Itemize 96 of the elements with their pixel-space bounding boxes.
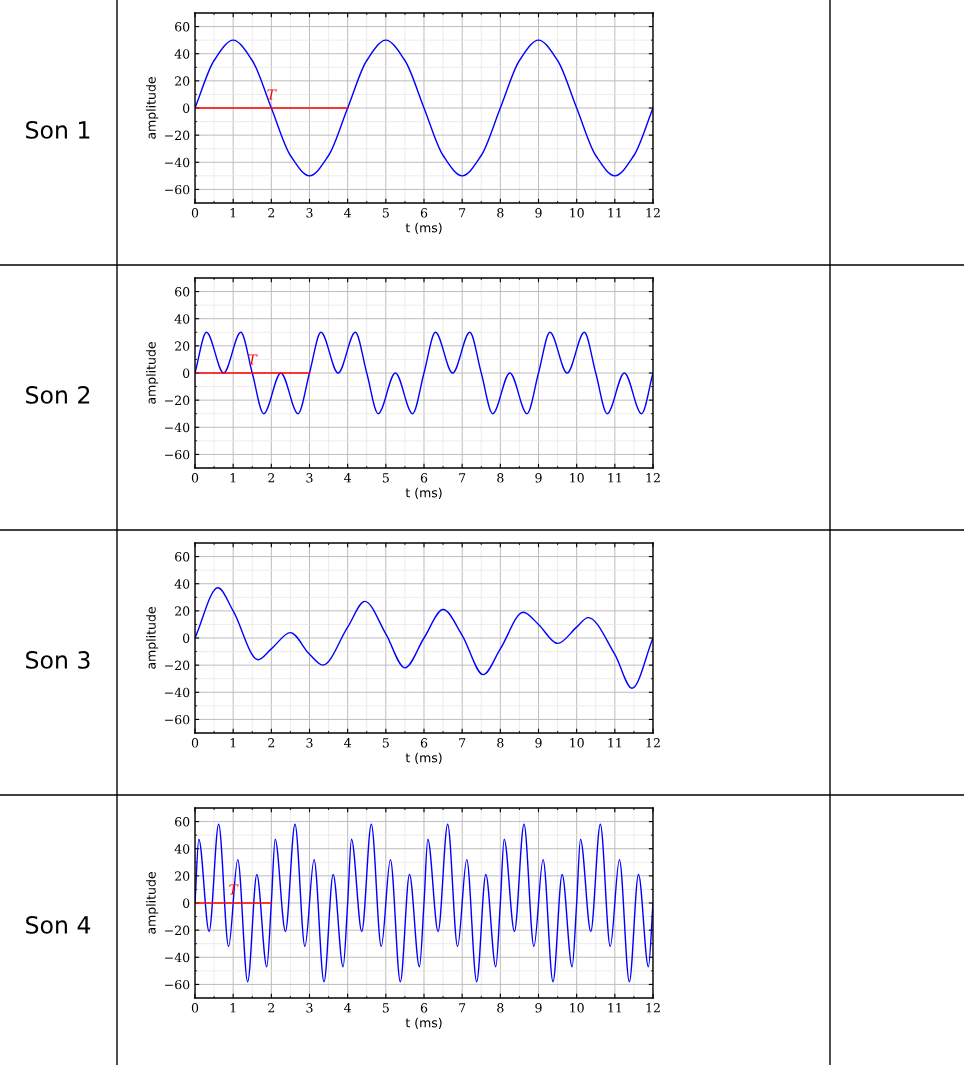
y-tick-label: 60 — [175, 817, 190, 827]
x-tick-label: 8 — [497, 473, 504, 483]
x-tick-label: 8 — [497, 1003, 504, 1013]
y-tick-label: −60 — [165, 979, 190, 990]
x-tick-label: 12 — [646, 473, 660, 483]
x-tick-label: 1 — [230, 1003, 236, 1013]
x-tick-label: 9 — [535, 1003, 542, 1013]
x-tick-label: 5 — [382, 208, 389, 218]
y-tick-label: 20 — [175, 76, 190, 86]
y-tick-label: −40 — [165, 687, 190, 698]
y-tick-label: 40 — [174, 579, 190, 589]
y-tick-label: 60 — [175, 22, 190, 32]
x-tick-label: 6 — [420, 1003, 428, 1013]
y-tick-label: −20 — [165, 395, 190, 406]
y-tick-label: 20 — [175, 606, 190, 616]
x-tick-label: 0 — [191, 1003, 199, 1013]
x-tick-label: 3 — [306, 473, 313, 483]
line-series — [195, 39, 653, 177]
x-axis-title: t (ms) — [405, 1017, 442, 1029]
x-tick-label: 12 — [646, 1003, 660, 1013]
y-tick-label: 40 — [174, 49, 190, 59]
x-tick-label: 7 — [459, 738, 466, 748]
y-tick-label: −40 — [165, 157, 190, 168]
x-tick-label: 0 — [191, 473, 199, 483]
x-tick-label: 8 — [497, 208, 504, 218]
y-tick-label: −40 — [165, 952, 190, 963]
y-tick-label: 0 — [183, 633, 190, 643]
x-axis-title: t (ms) — [405, 487, 442, 499]
y-tick-label: 0 — [183, 103, 190, 113]
x-tick-label: 7 — [459, 208, 466, 218]
x-tick-label: 10 — [570, 208, 584, 218]
line-series — [195, 823, 653, 983]
x-tick-label: 2 — [268, 1003, 275, 1013]
x-tick-label: 2 — [268, 738, 275, 748]
text: Son 3 — [26, 650, 90, 669]
y-tick-label: 0 — [183, 898, 190, 908]
annotation: T — [267, 89, 277, 100]
x-tick-label: 7 — [459, 1003, 466, 1013]
x-tick-label: 5 — [382, 473, 389, 483]
x-tick-label: 11 — [608, 208, 622, 218]
y-tick-label: −20 — [165, 925, 190, 936]
x-tick-label: 1 — [230, 208, 236, 218]
x-tick-label: 12 — [646, 208, 660, 218]
x-tick-label: 9 — [535, 208, 542, 218]
y-tick-label: 40 — [174, 314, 190, 324]
y-tick-label: 20 — [175, 871, 190, 881]
x-tick-label: 6 — [420, 473, 428, 483]
x-tick-label: 10 — [570, 738, 584, 748]
x-tick-label: 0 — [191, 208, 199, 218]
y-tick-label: −40 — [165, 422, 190, 433]
x-tick-label: 10 — [570, 1003, 584, 1013]
x-tick-label: 4 — [344, 208, 352, 218]
x-tick-label: 3 — [306, 208, 313, 218]
x-tick-label: 4 — [344, 473, 352, 483]
y-axis-title: amplitude — [146, 77, 159, 139]
x-tick-label: 1 — [230, 473, 236, 483]
y-tick-label: −20 — [165, 130, 190, 141]
x-tick-label: 3 — [306, 738, 313, 748]
y-tick-label: −60 — [165, 714, 190, 725]
y-tick-label: 0 — [183, 368, 190, 378]
y-axis-title: amplitude — [146, 342, 159, 404]
y-tick-label: 20 — [175, 341, 190, 351]
x-tick-label: 4 — [344, 738, 352, 748]
x-axis-title: t (ms) — [405, 752, 442, 764]
x-tick-label: 12 — [646, 738, 660, 748]
x-tick-label: 7 — [459, 473, 466, 483]
x-tick-label: 10 — [570, 473, 584, 483]
text: Son 1 — [26, 120, 90, 139]
x-tick-label: 6 — [420, 738, 428, 748]
y-tick-label: −60 — [165, 184, 190, 195]
x-tick-label: 1 — [230, 738, 236, 748]
x-tick-label: 4 — [344, 1003, 352, 1013]
y-tick-label: −60 — [165, 449, 190, 460]
text: Son 4 — [26, 915, 91, 934]
y-tick-label: 40 — [174, 844, 190, 854]
text: Son 2 — [26, 385, 90, 404]
x-tick-label: 9 — [535, 473, 542, 483]
x-tick-label: 6 — [420, 208, 428, 218]
y-tick-label: 60 — [175, 287, 190, 297]
x-tick-label: 9 — [535, 738, 542, 748]
x-tick-label: 3 — [306, 1003, 313, 1013]
x-tick-label: 5 — [382, 1003, 389, 1013]
y-tick-label: 60 — [175, 552, 190, 562]
y-axis-title: amplitude — [146, 607, 159, 669]
line-series — [195, 587, 653, 689]
x-tick-label: 5 — [382, 738, 389, 748]
x-tick-label: 2 — [268, 208, 275, 218]
x-tick-label: 0 — [191, 738, 199, 748]
x-tick-label: 11 — [608, 473, 622, 483]
x-tick-label: 11 — [608, 1003, 622, 1013]
x-tick-label: 2 — [268, 473, 275, 483]
x-axis-title: t (ms) — [405, 222, 442, 234]
x-tick-label: 11 — [608, 738, 622, 748]
y-axis-title: amplitude — [146, 872, 159, 934]
y-tick-label: −20 — [165, 660, 190, 671]
x-tick-label: 8 — [497, 738, 504, 748]
